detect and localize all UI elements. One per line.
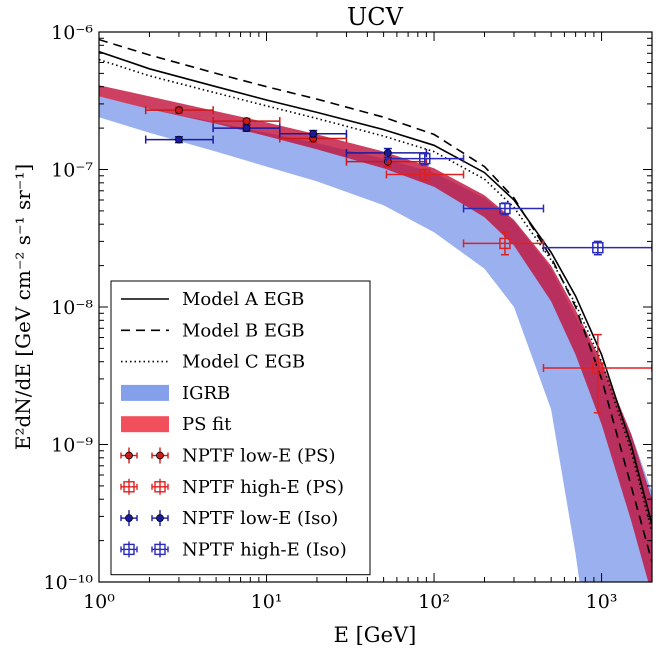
series-3-point-2 [542,240,652,256]
marker [383,149,392,157]
legend-label: Model C EGB [182,352,305,373]
legend-band-swatch [121,384,169,401]
legend-entry: NPTF low-E (Iso) [120,508,338,529]
legend-marker [154,481,166,493]
legend-entry: Model B EGB [121,320,305,341]
legend-entry: NPTF high-E (PS) [120,477,344,498]
chart-title: UCV [347,3,404,31]
series-3-point-1 [462,202,545,216]
points-layer [144,106,652,414]
y-tick-label: 10⁻⁹ [51,435,93,457]
marker [418,152,431,165]
legend-band-swatch [121,416,169,433]
legend-label: NPTF high-E (Iso) [182,539,347,560]
legend-marker [125,451,133,460]
legend-label: PS fit [182,414,232,435]
y-tick-label: 10⁻⁶ [51,22,93,44]
legend-entry: IGRB [121,383,230,404]
legend-label: Model A EGB [182,289,304,310]
legend-entry: PS fit [121,414,232,435]
legend-marker [125,514,133,522]
bands-layer [99,85,652,582]
marker [175,106,183,115]
legend-label: NPTF low-E (PS) [182,446,336,467]
legend-entry: Model C EGB [121,352,305,373]
legend-marker [123,481,135,493]
legend-marker [123,543,135,556]
y-tick-label: 10⁻¹⁰ [44,572,94,594]
marker [418,168,431,181]
series-1-point-0 [385,168,465,181]
legend-label: IGRB [182,383,230,404]
legend-entry: Model A EGB [121,289,304,310]
legend-entry: NPTF low-E (PS) [120,446,336,467]
x-axis-label: E [GeV] [334,623,417,647]
series-2-point-2 [279,129,348,138]
y-axis-label: E²dN/dE [GeV cm⁻² s⁻¹ sr⁻¹] [11,164,35,450]
marker [242,124,251,133]
ticks-layer: 10⁰ 10¹ 10² 10³ 10⁻¹⁰ 10⁻⁹ 10⁻⁸ 10⁻⁷ 10⁻⁶ [44,22,653,613]
legend-entry: NPTF high-E (Iso) [120,539,347,560]
band-0 [99,96,652,582]
legend: Model A EGB Model B EGB Model C EGB IGRB PS … [110,280,371,576]
marker [592,241,604,254]
series-3-point-0 [385,152,465,166]
marker [592,362,604,374]
series-1-point-1 [462,231,545,256]
marker [175,135,183,144]
marker [309,129,318,138]
legend-label: NPTF low-E (Iso) [182,508,338,529]
x-tick-label: 10³ [586,591,618,613]
x-tick-label: 10¹ [251,591,283,613]
x-tick-label: 10⁰ [83,591,115,613]
legend-marker [156,514,164,522]
legend-marker [154,543,166,556]
line-1 [99,38,652,563]
legend-label: NPTF high-E (PS) [182,477,344,498]
legend-label: Model B EGB [182,320,305,341]
y-tick-label: 10⁻⁸ [51,297,93,319]
series-1-point-2 [542,333,652,414]
marker [499,237,511,250]
legend-marker [156,451,164,460]
series-0-point-1 [212,117,281,126]
y-tick-label: 10⁻⁷ [51,160,93,182]
series-0-point-0 [144,106,214,115]
x-tick-label: 10² [418,591,450,613]
marker [499,202,511,215]
series-2-point-3 [345,147,428,159]
series-2-point-0 [144,135,214,144]
marker [242,117,251,125]
series-2-point-1 [212,124,281,133]
